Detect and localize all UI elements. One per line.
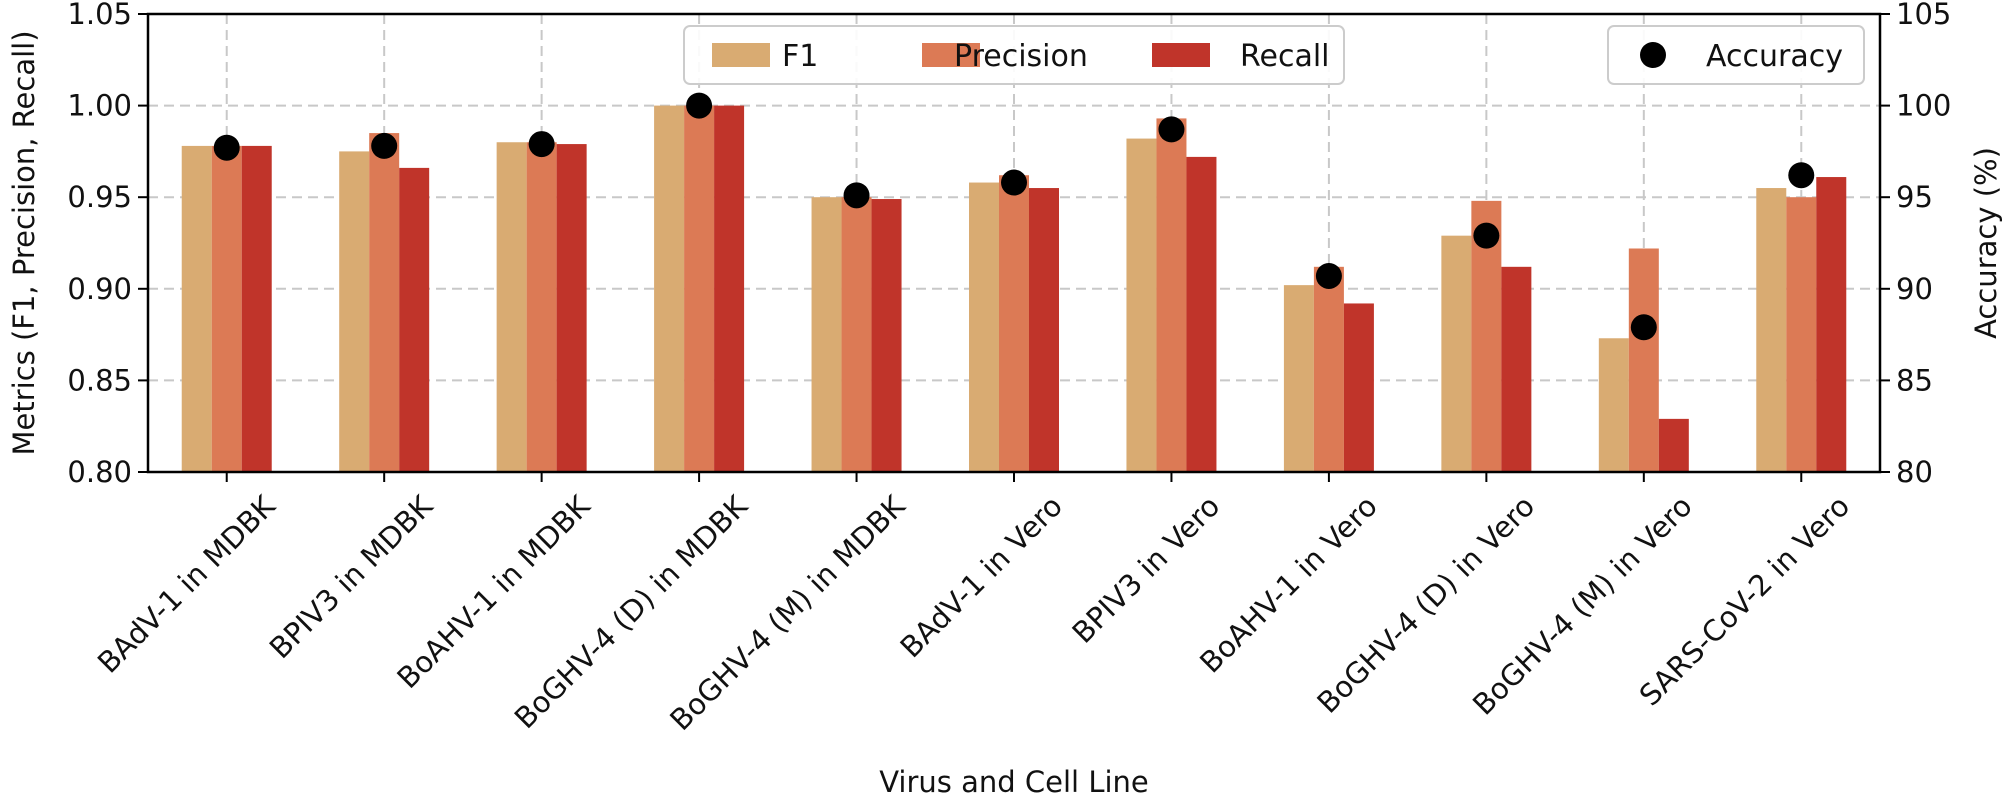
bar-recall-boghv-4-d-in-mdbk (714, 105, 745, 472)
legend-label-recall: Recall (1240, 39, 1330, 74)
bar-f1-boghv-4-d-in-vero (1441, 235, 1472, 472)
x-tick-label-badv-1-in-vero: BAdV-1 in Vero (894, 489, 1069, 664)
bar-f1-sars-cov-2-in-vero (1756, 188, 1787, 473)
legend-marker-accuracy (1640, 42, 1666, 68)
bar-recall-boghv-4-m-in-vero (1658, 418, 1689, 472)
accuracy-point-bpiv3-in-vero (1158, 116, 1185, 143)
legend-label-f1: F1 (782, 39, 818, 74)
bar-precision-badv-1-in-mdbk (211, 145, 242, 473)
y-axis-title: Metrics (F1, Precision, Recall) (7, 30, 41, 455)
bar-precision-badv-1-in-vero (999, 175, 1029, 472)
y2-tick-label: 90 (1896, 272, 1933, 306)
legend-swatch-recall (1152, 43, 1210, 67)
y2-tick-label: 85 (1896, 363, 1933, 397)
legend-label-accuracy: Accuracy (1706, 39, 1843, 74)
bar-f1-boahv-1-in-mdbk (496, 142, 527, 473)
legend-bars-frame (683, 25, 1345, 85)
accuracy-point-bpiv3-in-mdbk (371, 132, 398, 159)
accuracy-point-boghv-4-d-in-vero (1473, 222, 1500, 249)
bars-group (181, 105, 1847, 473)
bar-recall-badv-1-in-mdbk (241, 145, 272, 473)
bar-precision-boahv-1-in-mdbk (526, 142, 557, 473)
legend-label-precision: Precision (954, 39, 1088, 74)
bar-f1-bpiv3-in-mdbk (339, 151, 370, 472)
accuracy-points-group (213, 92, 1815, 341)
bar-recall-boahv-1-in-vero (1343, 303, 1374, 472)
accuracy-point-boghv-4-m-in-vero (1630, 314, 1657, 341)
legend-swatch-f1 (712, 43, 770, 67)
legend-accuracy: Accuracy (1607, 25, 1865, 85)
bar-f1-boghv-4-m-in-mdbk (811, 197, 842, 472)
bar-f1-bpiv3-in-vero (1126, 138, 1157, 473)
bar-f1-boahv-1-in-vero (1283, 285, 1314, 472)
accuracy-point-badv-1-in-vero (1001, 169, 1027, 196)
y-tick-label: 1.05 (67, 0, 132, 31)
x-tick-label-badv-1-in-mdbk: BAdV-1 in MDBK (91, 488, 282, 679)
bar-recall-badv-1-in-vero (1029, 188, 1059, 473)
y-tick-label: 0.90 (67, 272, 132, 306)
y2-axis-title: Accuracy (%) (1969, 147, 2003, 339)
bar-f1-boghv-4-m-in-vero (1598, 338, 1629, 472)
y-tick-label: 0.85 (67, 363, 132, 397)
y-tick-label: 0.80 (67, 455, 132, 489)
bar-precision-boghv-4-m-in-vero (1628, 248, 1659, 472)
accuracy-point-boahv-1-in-vero (1315, 262, 1342, 289)
bar-precision-sars-cov-2-in-vero (1786, 197, 1817, 472)
bar-precision-boghv-4-d-in-mdbk (684, 105, 715, 472)
accuracy-point-badv-1-in-mdbk (213, 134, 240, 161)
bar-precision-boghv-4-m-in-mdbk (841, 197, 872, 472)
bar-recall-sars-cov-2-in-vero (1816, 177, 1847, 472)
bar-recall-bpiv3-in-vero (1186, 156, 1217, 472)
bar-recall-boghv-4-m-in-mdbk (871, 199, 902, 473)
accuracy-point-boghv-4-d-in-mdbk (686, 92, 713, 119)
accuracy-point-boghv-4-m-in-mdbk (843, 182, 870, 209)
legend-accuracy-frame (1607, 25, 1865, 85)
bar-recall-bpiv3-in-mdbk (399, 167, 430, 472)
y2-tick-label: 105 (1896, 0, 1951, 31)
bar-recall-boahv-1-in-mdbk (556, 144, 587, 472)
y2-tick-label: 95 (1896, 180, 1933, 214)
accuracy-point-boahv-1-in-mdbk (528, 131, 555, 158)
x-axis-title: Virus and Cell Line (879, 765, 1149, 799)
y-tick-label: 0.95 (67, 180, 132, 214)
legend-bars: F1 Precision Recall (683, 25, 1345, 85)
x-tick-label-bpiv3-in-mdbk: BPIV3 in MDBK (263, 488, 440, 665)
bar-precision-boahv-1-in-vero (1313, 266, 1344, 472)
accuracy-point-sars-cov-2-in-vero (1788, 162, 1815, 189)
bar-precision-bpiv3-in-mdbk (369, 133, 400, 472)
y2-tick-label: 100 (1896, 89, 1951, 123)
legend-swatch-precision (922, 43, 980, 67)
bar-f1-badv-1-in-vero (969, 182, 999, 472)
bar-precision-bpiv3-in-vero (1156, 118, 1187, 472)
bar-f1-boghv-4-d-in-mdbk (654, 105, 685, 472)
y-tick-label: 1.00 (67, 89, 132, 123)
x-tick-label-bpiv3-in-vero: BPIV3 in Vero (1065, 489, 1226, 650)
bar-recall-boghv-4-d-in-vero (1501, 266, 1532, 472)
bar-f1-badv-1-in-mdbk (181, 145, 212, 473)
y2-tick-label: 80 (1896, 455, 1933, 489)
